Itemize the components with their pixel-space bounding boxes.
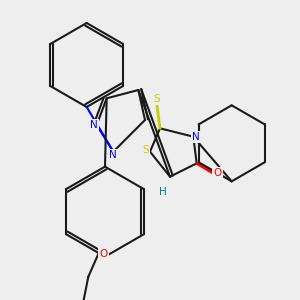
Text: S: S <box>143 145 149 155</box>
Text: S: S <box>153 94 160 104</box>
Text: N: N <box>90 120 98 130</box>
Text: O: O <box>213 168 221 178</box>
Text: N: N <box>193 132 200 142</box>
Text: O: O <box>99 249 107 259</box>
Text: H: H <box>160 187 167 197</box>
Text: N: N <box>110 150 117 160</box>
